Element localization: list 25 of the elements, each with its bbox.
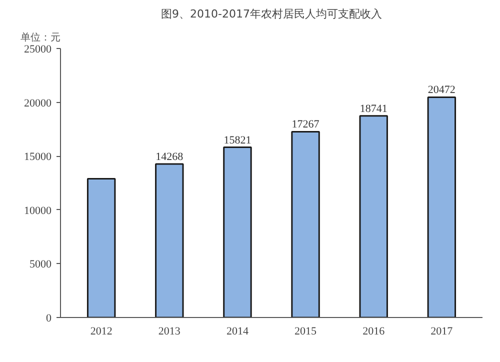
bar (223, 146, 252, 318)
x-tick-label: 2013 (158, 326, 181, 338)
x-tick-label: 2015 (294, 326, 318, 338)
data-label: 18741 (360, 102, 388, 115)
y-tick-label: 5000 (30, 258, 52, 271)
y-tick-label: 10000 (24, 204, 52, 217)
y-tick-label: 15000 (24, 151, 52, 164)
bar (291, 130, 320, 318)
chart-title: 图9、2010-2017年农村居民人均可支配收入 (161, 8, 382, 20)
x-tick-label: 2017 (430, 326, 454, 338)
data-label: 17267 (292, 118, 320, 131)
data-label: 14268 (156, 150, 184, 163)
data-label: 15821 (224, 134, 252, 146)
data-label: 20472 (428, 84, 456, 96)
y-tick-label: 0 (46, 312, 52, 324)
bar (86, 178, 116, 318)
x-tick-label: 2016 (362, 326, 386, 338)
x-tick-label: 2014 (226, 326, 249, 338)
y-tick-label: 25000 (24, 44, 52, 56)
y-axis-title: 单位：元 (20, 32, 60, 44)
bar (155, 163, 184, 318)
bar (359, 115, 388, 318)
bar (427, 96, 456, 318)
y-tick-label: 20000 (24, 97, 52, 110)
x-tick-label: 2012 (90, 326, 112, 338)
